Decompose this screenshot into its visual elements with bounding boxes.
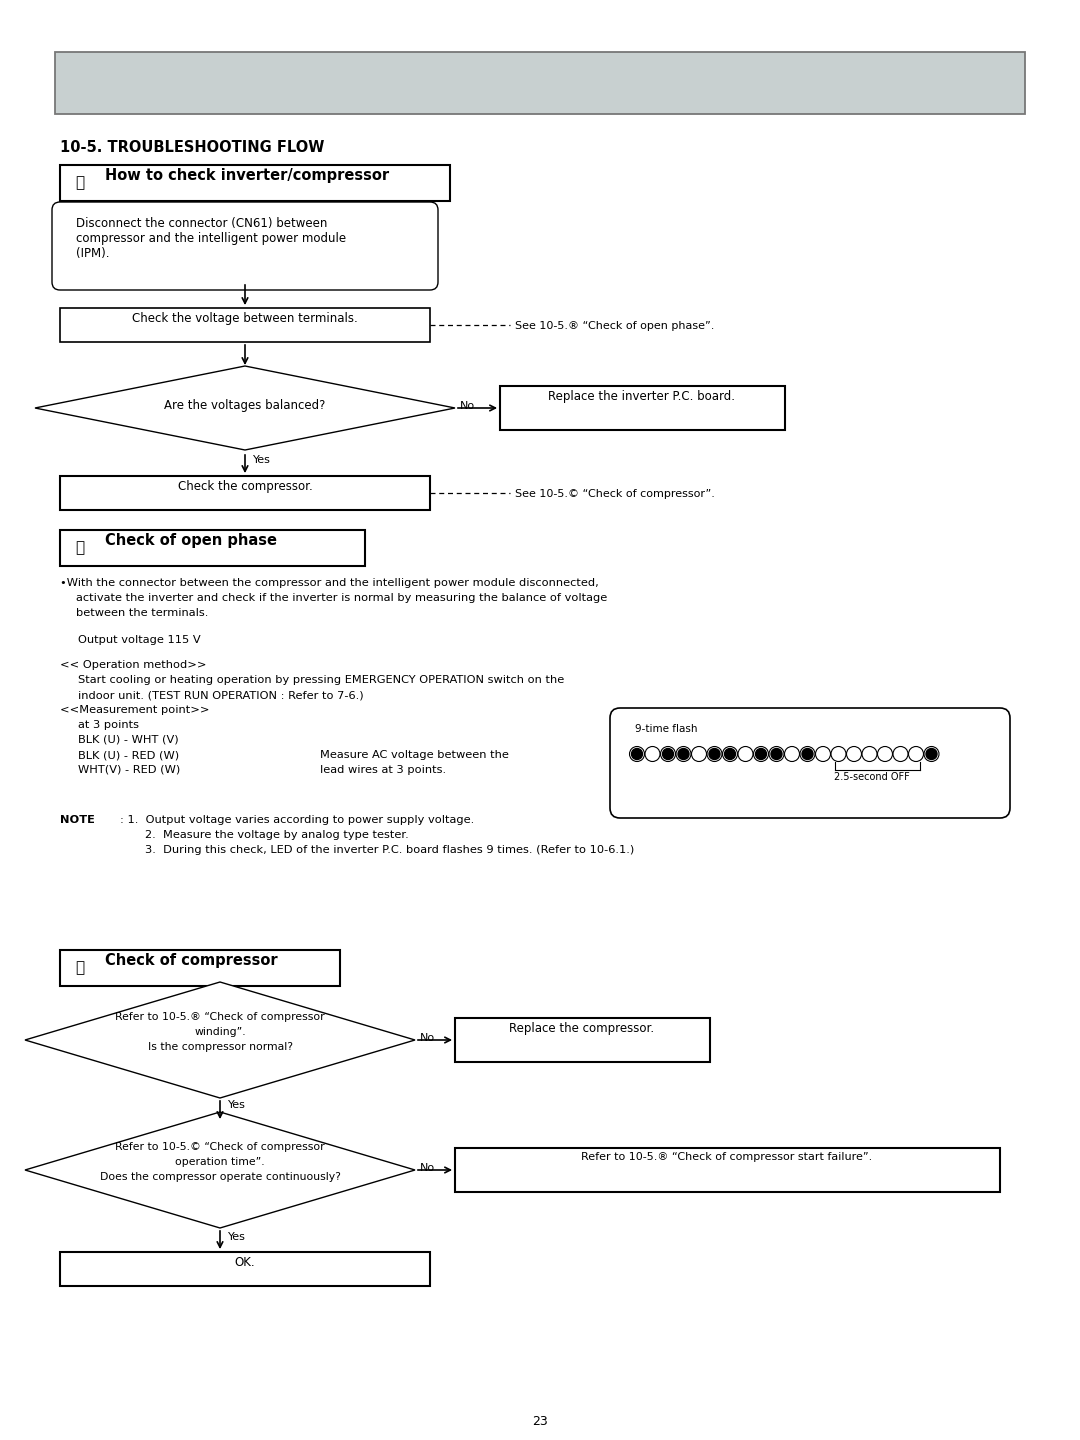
Text: indoor unit. (TEST RUN OPERATION : Refer to 7-6.): indoor unit. (TEST RUN OPERATION : Refer… bbox=[78, 690, 364, 700]
Circle shape bbox=[708, 749, 720, 759]
Circle shape bbox=[725, 749, 735, 759]
Text: 2.5-second OFF: 2.5-second OFF bbox=[834, 772, 910, 782]
FancyBboxPatch shape bbox=[455, 1148, 1000, 1192]
Text: Yes: Yes bbox=[228, 1233, 246, 1241]
Circle shape bbox=[662, 749, 674, 759]
Text: OK.: OK. bbox=[234, 1256, 255, 1269]
Text: Output voltage 115 V: Output voltage 115 V bbox=[78, 635, 201, 645]
Text: 3.  During this check, LED of the inverter P.C. board flashes 9 times. (Refer to: 3. During this check, LED of the inverte… bbox=[145, 845, 634, 855]
Polygon shape bbox=[35, 366, 455, 449]
Text: No: No bbox=[420, 1164, 435, 1174]
Text: Start cooling or heating operation by pressing EMERGENCY OPERATION switch on the: Start cooling or heating operation by pr… bbox=[78, 675, 564, 685]
Text: NOTE: NOTE bbox=[60, 815, 95, 825]
Text: activate the inverter and check if the inverter is normal by measuring the balan: activate the inverter and check if the i… bbox=[76, 593, 607, 603]
Circle shape bbox=[632, 749, 643, 759]
Text: 2.  Measure the voltage by analog type tester.: 2. Measure the voltage by analog type te… bbox=[145, 829, 408, 840]
Text: << Operation method>>: << Operation method>> bbox=[60, 660, 206, 670]
Text: lead wires at 3 points.: lead wires at 3 points. bbox=[320, 765, 446, 775]
Text: Check of open phase: Check of open phase bbox=[105, 533, 276, 549]
Text: 9-time flash: 9-time flash bbox=[635, 724, 698, 734]
Polygon shape bbox=[25, 982, 415, 1097]
Text: No: No bbox=[460, 400, 475, 410]
Text: 23: 23 bbox=[532, 1416, 548, 1428]
Text: <<Measurement point>>: <<Measurement point>> bbox=[60, 706, 210, 716]
Circle shape bbox=[802, 749, 813, 759]
Text: 10-5. TROUBLESHOOTING FLOW: 10-5. TROUBLESHOOTING FLOW bbox=[60, 140, 324, 156]
Text: No: No bbox=[420, 1032, 435, 1043]
Text: BLK (U) - WHT (V): BLK (U) - WHT (V) bbox=[78, 734, 178, 744]
FancyBboxPatch shape bbox=[60, 166, 450, 202]
Text: Refer to 10-5.® “Check of compressor start failure”.: Refer to 10-5.® “Check of compressor sta… bbox=[581, 1152, 873, 1162]
FancyBboxPatch shape bbox=[60, 1251, 430, 1286]
FancyBboxPatch shape bbox=[60, 530, 365, 566]
Text: Yes: Yes bbox=[253, 455, 271, 465]
FancyBboxPatch shape bbox=[52, 202, 438, 289]
Text: at 3 points: at 3 points bbox=[78, 720, 139, 730]
Text: Ⓒ: Ⓒ bbox=[75, 960, 84, 975]
Polygon shape bbox=[25, 1112, 415, 1228]
Text: See 10-5.® “Check of open phase”.: See 10-5.® “Check of open phase”. bbox=[515, 321, 714, 331]
Text: Replace the inverter P.C. board.: Replace the inverter P.C. board. bbox=[549, 390, 735, 403]
Text: Are the voltages balanced?: Are the voltages balanced? bbox=[164, 399, 326, 412]
Circle shape bbox=[926, 749, 937, 759]
Text: Check the compressor.: Check the compressor. bbox=[177, 480, 312, 492]
Text: Ⓐ: Ⓐ bbox=[75, 176, 84, 190]
Text: Refer to 10-5.© “Check of compressor: Refer to 10-5.© “Check of compressor bbox=[116, 1142, 325, 1152]
Text: winding”.: winding”. bbox=[194, 1027, 246, 1037]
FancyBboxPatch shape bbox=[455, 1018, 710, 1063]
Text: How to check inverter/compressor: How to check inverter/compressor bbox=[105, 168, 389, 183]
FancyBboxPatch shape bbox=[610, 708, 1010, 818]
Text: Does the compressor operate continuously?: Does the compressor operate continuously… bbox=[99, 1172, 340, 1182]
FancyBboxPatch shape bbox=[500, 386, 785, 431]
FancyBboxPatch shape bbox=[55, 52, 1025, 114]
Text: Check the voltage between terminals.: Check the voltage between terminals. bbox=[132, 312, 357, 325]
Circle shape bbox=[678, 749, 689, 759]
Text: compressor and the intelligent power module: compressor and the intelligent power mod… bbox=[76, 232, 346, 245]
Text: Yes: Yes bbox=[228, 1100, 246, 1110]
Text: Measure AC voltage between the: Measure AC voltage between the bbox=[320, 750, 509, 760]
FancyBboxPatch shape bbox=[60, 477, 430, 510]
Text: WHT(V) - RED (W): WHT(V) - RED (W) bbox=[78, 765, 180, 775]
Text: Ⓑ: Ⓑ bbox=[75, 540, 84, 556]
Text: between the terminals.: between the terminals. bbox=[76, 608, 208, 618]
Text: •With the connector between the compressor and the intelligent power module disc: •With the connector between the compress… bbox=[60, 577, 598, 588]
Text: Refer to 10-5.® “Check of compressor: Refer to 10-5.® “Check of compressor bbox=[116, 1012, 325, 1022]
Text: Check of compressor: Check of compressor bbox=[105, 953, 278, 968]
FancyBboxPatch shape bbox=[60, 308, 430, 341]
Text: Replace the compressor.: Replace the compressor. bbox=[510, 1022, 654, 1035]
Text: (IPM).: (IPM). bbox=[76, 248, 109, 261]
Circle shape bbox=[771, 749, 782, 759]
Text: : 1.  Output voltage varies according to power supply voltage.: : 1. Output voltage varies according to … bbox=[120, 815, 474, 825]
FancyBboxPatch shape bbox=[60, 950, 340, 986]
Text: BLK (U) - RED (W): BLK (U) - RED (W) bbox=[78, 750, 179, 760]
Text: See 10-5.© “Check of compressor”.: See 10-5.© “Check of compressor”. bbox=[515, 490, 715, 500]
Text: Is the compressor normal?: Is the compressor normal? bbox=[148, 1043, 293, 1053]
Text: Disconnect the connector (CN61) between: Disconnect the connector (CN61) between bbox=[76, 217, 327, 230]
Circle shape bbox=[756, 749, 767, 759]
Text: operation time”.: operation time”. bbox=[175, 1156, 265, 1166]
